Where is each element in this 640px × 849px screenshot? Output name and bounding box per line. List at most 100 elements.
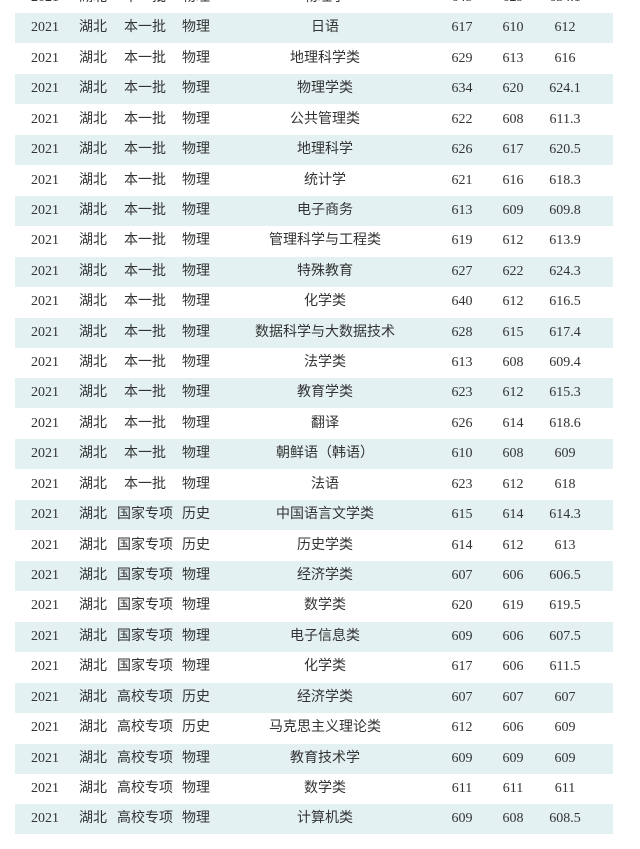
major-cell: 地理科学	[297, 142, 353, 158]
province-cell: 湖北	[79, 142, 107, 158]
max-score-cell: 613	[451, 202, 473, 218]
province-cell: 湖北	[79, 20, 107, 36]
year-cell: 2021	[31, 689, 59, 705]
avg-score-cell: 613	[554, 537, 576, 553]
avg-score-cell: 607.5	[549, 628, 581, 644]
max-score-cell: 609	[451, 750, 473, 766]
max-score-cell: 626	[451, 142, 473, 158]
major-cell: 中国语言文学类	[276, 507, 374, 523]
major-cell: 朝鲜语（韩语）	[276, 446, 374, 462]
max-score-cell: 607	[451, 567, 473, 583]
batch-cell: 国家专项	[117, 537, 173, 553]
major-cell: 计算机类	[297, 811, 353, 827]
max-score-cell: 626	[451, 415, 473, 431]
table-row: 2021 湖北 本一批 物理 物理学类 634 620 624.1	[15, 74, 613, 105]
batch-cell: 本一批	[124, 50, 166, 66]
min-score-cell: 609	[502, 750, 524, 766]
max-score-cell: 627	[451, 263, 473, 279]
subject-cell: 历史	[182, 507, 210, 523]
major-cell: 数学类	[304, 598, 346, 614]
year-cell: 2021	[31, 446, 59, 462]
province-cell: 湖北	[79, 202, 107, 218]
max-score-cell: 613	[451, 355, 473, 371]
avg-score-cell: 609.4	[549, 355, 581, 371]
subject-cell: 物理	[182, 81, 210, 97]
min-score-cell: 612	[502, 385, 524, 401]
province-cell: 湖北	[79, 81, 107, 97]
major-cell: 统计学	[304, 172, 346, 188]
major-cell: 法学类	[304, 355, 346, 371]
min-score-cell: 629	[493, 0, 533, 13]
avg-score-cell: 612	[554, 20, 576, 36]
avg-score-cell: 611	[554, 780, 576, 796]
min-score-cell: 611	[502, 780, 524, 796]
year-cell: 2021	[31, 507, 59, 523]
batch-cell: 本一批	[124, 111, 166, 127]
min-score-cell: 612	[502, 294, 524, 310]
subject-cell: 历史	[182, 537, 210, 553]
major-cell: 历史学类	[297, 537, 353, 553]
max-score-cell: 609	[451, 811, 473, 827]
subject-cell: 物理	[182, 780, 210, 796]
subject-cell: 物理	[182, 324, 210, 340]
subject-cell: 物理	[182, 659, 210, 675]
min-score-cell: 619	[502, 598, 524, 614]
subject-cell: 物理	[182, 415, 210, 431]
avg-score-cell: 634.1	[540, 0, 590, 13]
avg-score-cell: 607	[554, 689, 576, 705]
max-score-cell: 612	[451, 720, 473, 736]
province-cell: 湖北	[79, 233, 107, 249]
batch-cell: 本一批	[124, 20, 166, 36]
table-row: 2021 湖北 本一批 物理 法语 623 612 618	[15, 470, 613, 500]
subject-cell: 物理	[182, 20, 210, 36]
min-score-cell: 612	[502, 537, 524, 553]
major-cell: 法语	[311, 476, 339, 492]
year-cell: 2021	[31, 415, 59, 431]
major-cell: 公共管理类	[290, 111, 360, 127]
subject-cell: 物理	[182, 172, 210, 188]
avg-score-cell: 624.1	[549, 81, 581, 97]
year-cell: 2021	[15, 0, 75, 13]
batch-cell: 高校专项	[117, 811, 173, 827]
max-score-cell: 628	[451, 324, 473, 340]
province-cell: 湖北	[79, 172, 107, 188]
province-cell: 湖北	[79, 689, 107, 705]
batch-cell: 本一批	[110, 0, 180, 13]
min-score-cell: 614	[502, 415, 524, 431]
batch-cell: 本一批	[124, 385, 166, 401]
avg-score-cell: 619.5	[549, 598, 581, 614]
major-cell: 数据科学与大数据技术	[255, 324, 395, 340]
table-row: 2021 湖北 国家专项 物理 化学类 617 606 611.5	[15, 652, 613, 682]
avg-score-cell: 618.3	[549, 172, 581, 188]
max-score-cell: 621	[451, 172, 473, 188]
table-row: 2021 湖北 本一批 物理 法学类 613 608 609.4	[15, 348, 613, 378]
min-score-cell: 612	[502, 476, 524, 492]
province-cell: 湖北	[79, 263, 107, 279]
table-row: 2021 湖北 高校专项 物理 数学类 611 611 611	[15, 774, 613, 804]
batch-cell: 本一批	[124, 81, 166, 97]
table-row: 2021 湖北 国家专项 物理 经济学类 607 606 606.5	[15, 560, 613, 591]
avg-score-cell: 609	[554, 720, 576, 736]
min-score-cell: 617	[502, 142, 524, 158]
max-score-cell: 611	[451, 780, 473, 796]
subject-cell: 物理	[182, 750, 210, 766]
avg-score-cell: 624.3	[549, 263, 581, 279]
province-cell: 湖北	[79, 355, 107, 371]
batch-cell: 本一批	[124, 324, 166, 340]
avg-score-cell: 608.5	[549, 811, 581, 827]
table-row: 2021 湖北 国家专项 历史 历史学类 614 612 613	[15, 531, 613, 561]
min-score-cell: 615	[502, 324, 524, 340]
year-cell: 2021	[31, 20, 59, 36]
year-cell: 2021	[31, 811, 59, 827]
year-cell: 2021	[31, 142, 59, 158]
avg-score-cell: 616	[554, 50, 576, 66]
batch-cell: 本一批	[124, 355, 166, 371]
avg-score-cell: 613.9	[549, 233, 581, 249]
batch-cell: 本一批	[124, 142, 166, 158]
year-cell: 2021	[31, 567, 59, 583]
min-score-cell: 608	[502, 355, 524, 371]
avg-score-cell: 611.5	[549, 659, 581, 675]
min-score-cell: 613	[502, 50, 524, 66]
max-score-cell: 629	[451, 50, 473, 66]
